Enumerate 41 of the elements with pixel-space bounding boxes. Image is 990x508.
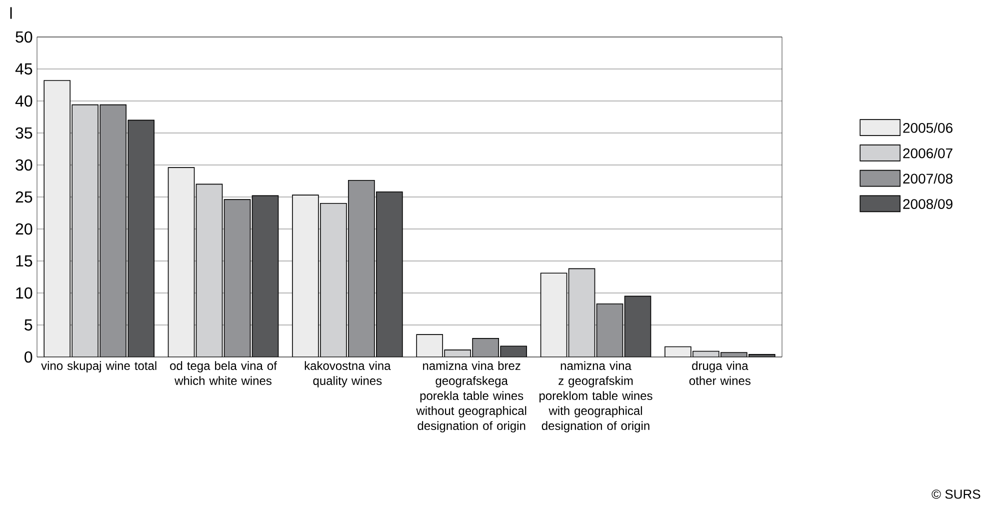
x-tick-label: druga vina other wines xyxy=(689,361,750,386)
bar xyxy=(596,304,623,357)
y-tick-label: 15 xyxy=(16,255,32,267)
y-tick-label: 50 xyxy=(16,31,32,43)
legend-label: 2007/08 xyxy=(903,173,952,184)
x-tick-label: namizna vina brez geografskega porekla table wines without geographical designation of origin xyxy=(416,361,526,432)
y-axis-title: l xyxy=(10,7,12,19)
legend-label: 2006/07 xyxy=(903,148,952,158)
bar xyxy=(44,80,70,357)
y-tick-label: 25 xyxy=(16,191,32,203)
legend-label: 2008/09 xyxy=(903,198,952,209)
bar xyxy=(224,200,250,357)
x-tick-label: namizna vina z geografskim poreklom table wines with geographical designation of origin xyxy=(540,361,652,432)
bar xyxy=(472,338,499,357)
y-tick-label: 45 xyxy=(15,63,32,75)
y-tick-label: 10 xyxy=(16,287,32,299)
bar xyxy=(376,192,402,357)
y-tick-label: 35 xyxy=(16,127,32,139)
x-tick-label: vino skupaj wine total xyxy=(41,361,156,372)
bar xyxy=(320,203,346,357)
y-tick-label: 5 xyxy=(24,319,32,331)
bar xyxy=(168,168,194,357)
legend-label: 2005/06 xyxy=(903,122,952,133)
bar xyxy=(100,104,126,357)
y-tick-label: 30 xyxy=(16,159,32,171)
y-tick-label: 40 xyxy=(15,95,32,107)
bar xyxy=(128,120,154,357)
bar xyxy=(72,104,98,357)
bar xyxy=(348,180,374,357)
bar xyxy=(540,273,567,357)
text: © SURS xyxy=(932,490,980,499)
y-tick-label: 20 xyxy=(16,223,32,235)
bar xyxy=(196,184,222,357)
bar xyxy=(624,296,651,357)
bar xyxy=(292,195,318,357)
bar xyxy=(252,196,278,357)
bar xyxy=(568,268,595,357)
x-tick-label: od tega bela vina of which white wines xyxy=(170,361,277,386)
x-tick-label: kakovostna vina quality wines xyxy=(304,361,391,388)
bar xyxy=(416,334,443,357)
y-tick-label: 0 xyxy=(24,351,32,363)
